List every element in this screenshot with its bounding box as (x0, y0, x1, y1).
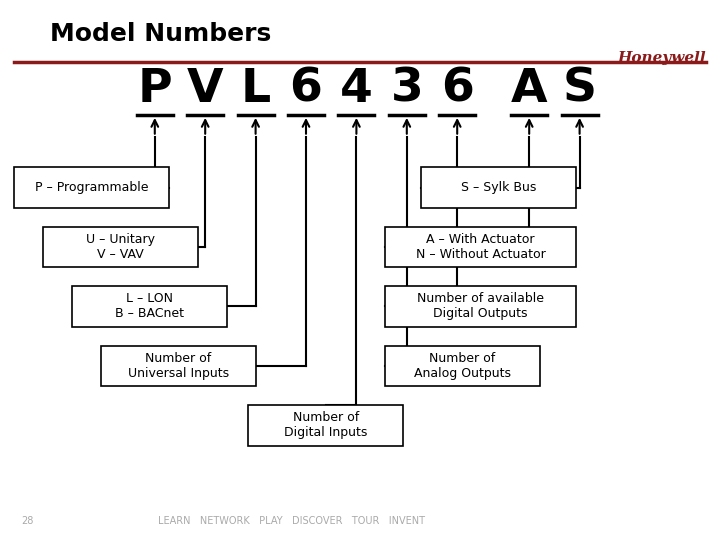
Text: Model Numbers: Model Numbers (50, 22, 271, 45)
Text: Number of
Analog Outputs: Number of Analog Outputs (414, 352, 511, 380)
Text: S: S (562, 66, 597, 112)
Text: 28: 28 (22, 516, 34, 526)
Text: Number of
Universal Inputs: Number of Universal Inputs (127, 352, 229, 380)
Bar (43, 227, 198, 267)
Text: A – With Actuator
N – Without Actuator: A – With Actuator N – Without Actuator (415, 233, 546, 261)
Text: 6: 6 (289, 66, 323, 112)
Text: Number of available
Digital Outputs: Number of available Digital Outputs (417, 293, 544, 320)
Bar (101, 346, 256, 386)
Text: Honeywell: Honeywell (617, 51, 706, 65)
Bar (72, 286, 227, 327)
Bar (385, 227, 576, 267)
Text: S – Sylk Bus: S – Sylk Bus (461, 181, 536, 194)
Bar (14, 167, 169, 208)
Text: U – Unitary
V – VAV: U – Unitary V – VAV (86, 233, 155, 261)
Text: Number of
Digital Inputs: Number of Digital Inputs (284, 411, 367, 439)
Text: V: V (187, 66, 223, 112)
Text: P – Programmable: P – Programmable (35, 181, 148, 194)
Text: L: L (240, 66, 271, 112)
Bar (248, 405, 403, 446)
Text: A: A (511, 66, 547, 112)
Bar (385, 346, 540, 386)
Text: 4: 4 (340, 66, 373, 112)
Bar (385, 286, 576, 327)
Text: L – LON
B – BACnet: L – LON B – BACnet (115, 293, 184, 320)
Bar (421, 167, 576, 208)
Text: P: P (138, 66, 172, 112)
Text: 3: 3 (390, 66, 423, 112)
Text: 6: 6 (441, 66, 474, 112)
Text: LEARN   NETWORK   PLAY   DISCOVER   TOUR   INVENT: LEARN NETWORK PLAY DISCOVER TOUR INVENT (158, 516, 426, 526)
